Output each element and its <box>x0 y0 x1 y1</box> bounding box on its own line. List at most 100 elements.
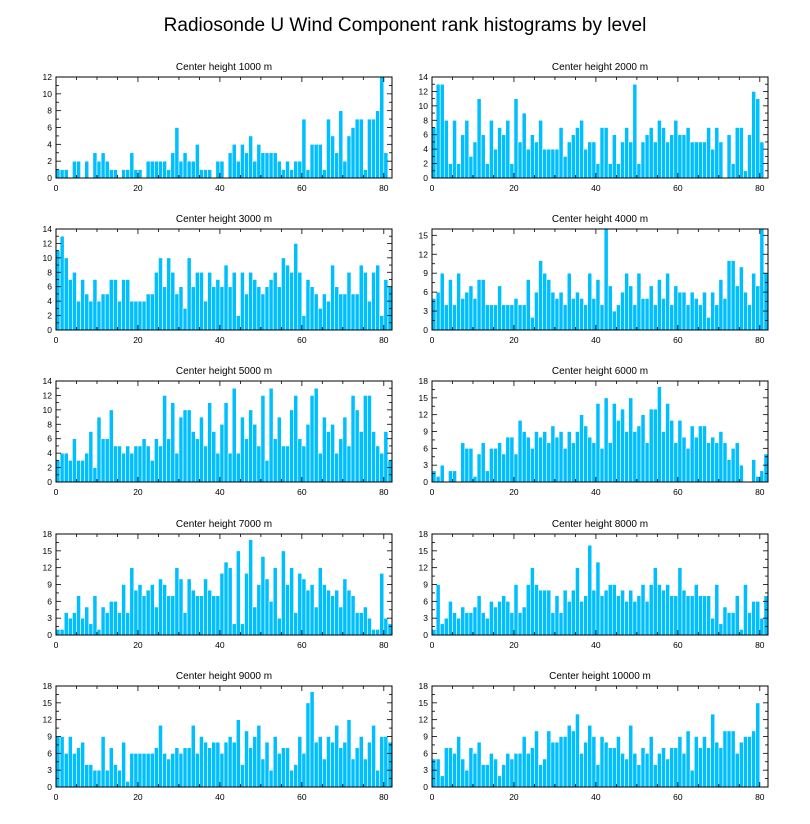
y-tick-label: 4 <box>423 144 428 154</box>
bar <box>681 436 687 483</box>
panel-7: Center height 7000 m 0 3 6 9 12 15 18 0 20 40 60 80 <box>43 519 393 650</box>
bar <box>652 567 658 636</box>
y-tick-label: 0 <box>423 782 428 792</box>
x-tick-label: 0 <box>430 640 435 650</box>
x-tick-label: 20 <box>133 487 143 497</box>
bar <box>505 753 511 788</box>
bar <box>358 431 364 483</box>
bar <box>129 567 135 636</box>
bar <box>170 152 176 179</box>
bar <box>657 584 662 636</box>
bar <box>67 460 73 483</box>
bar <box>685 448 691 483</box>
bar <box>178 578 184 636</box>
bar <box>501 764 507 788</box>
bar <box>710 291 716 331</box>
bar <box>657 119 662 179</box>
bar <box>235 719 241 788</box>
bar <box>338 110 344 179</box>
bar <box>452 119 457 179</box>
bar <box>219 753 225 788</box>
bar <box>72 612 77 636</box>
bar <box>681 753 687 788</box>
bar <box>579 298 584 331</box>
bar <box>293 612 299 636</box>
y-tick-label: 15 <box>419 393 429 403</box>
bar <box>718 279 724 331</box>
bar <box>484 764 490 788</box>
bar <box>706 317 711 331</box>
y-tick-label: 10 <box>43 253 53 263</box>
bar <box>84 606 90 636</box>
bar <box>121 452 126 483</box>
bar <box>755 98 761 179</box>
bar <box>698 425 703 483</box>
bar <box>63 612 69 636</box>
bar <box>603 127 609 179</box>
bar <box>121 584 126 636</box>
bar <box>72 160 77 179</box>
bar <box>493 148 498 179</box>
y-tick-label: 14 <box>419 72 429 82</box>
bar <box>174 293 180 331</box>
bar <box>628 285 634 331</box>
bar <box>530 134 535 179</box>
bar <box>525 279 531 331</box>
bar <box>566 724 572 788</box>
panel-3: Center height 3000 m 0 2 4 6 8 10 12 14 0 20 40 60 80 <box>43 214 393 345</box>
bar <box>517 753 523 788</box>
bar <box>644 442 650 483</box>
bar <box>207 169 213 179</box>
bar <box>285 747 290 788</box>
x-tick-label: 0 <box>54 487 59 497</box>
bar <box>235 550 241 636</box>
bar <box>665 584 670 636</box>
bar <box>542 758 548 788</box>
bar <box>591 736 597 788</box>
bar <box>178 753 184 788</box>
bar <box>497 285 502 331</box>
bar <box>231 387 237 483</box>
bar <box>648 408 654 483</box>
bar <box>190 160 196 179</box>
bar <box>661 431 666 483</box>
bar <box>317 736 323 788</box>
bar <box>281 445 286 483</box>
bar <box>313 293 319 331</box>
bar <box>673 747 679 788</box>
panel-9: Center height 9000 m 0 3 6 9 12 15 18 0 20 40 60 80 <box>43 671 393 802</box>
bar <box>367 741 372 788</box>
bar <box>195 753 200 788</box>
bar <box>174 567 180 636</box>
bar <box>759 617 765 636</box>
bar <box>108 279 114 331</box>
bar <box>587 724 593 788</box>
bar <box>363 169 368 179</box>
bar <box>203 169 208 179</box>
bar <box>76 460 81 483</box>
panel-5: Center height 5000 m 0 2 4 6 8 10 12 14 0 20 40 60 80 <box>43 366 393 497</box>
bar <box>125 612 131 636</box>
bar <box>145 753 151 788</box>
bar <box>464 769 470 788</box>
bar <box>448 163 453 179</box>
bar <box>525 148 531 179</box>
bar <box>439 775 445 788</box>
bar <box>550 612 556 636</box>
bar <box>603 589 609 636</box>
bar <box>571 589 576 636</box>
bar <box>689 595 695 636</box>
bar <box>293 243 299 331</box>
bar <box>350 127 356 179</box>
x-tick-label: 40 <box>215 792 225 802</box>
bar <box>443 304 449 331</box>
x-tick-label: 0 <box>54 792 59 802</box>
bar <box>252 736 258 788</box>
bar <box>113 169 118 179</box>
bar <box>281 747 286 788</box>
bar <box>722 298 728 331</box>
panel-8: Center height 8000 m 0 3 6 9 12 15 18 0 20 40 60 80 <box>419 519 769 650</box>
bar <box>448 279 453 331</box>
bar <box>747 736 752 788</box>
bar <box>215 741 221 788</box>
